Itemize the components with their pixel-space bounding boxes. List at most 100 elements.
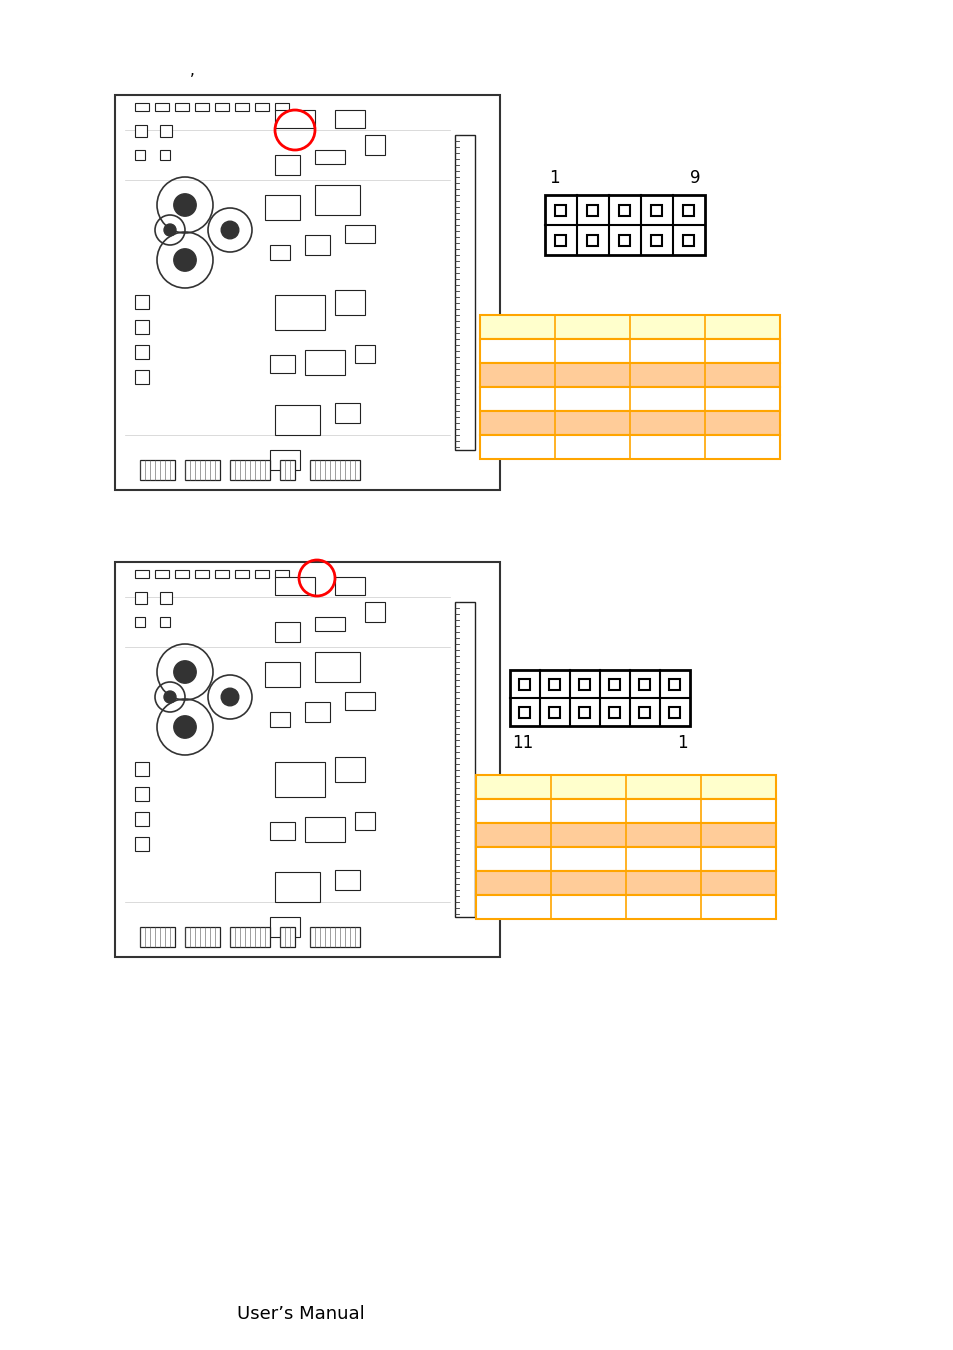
Bar bbox=[270, 711, 290, 728]
Circle shape bbox=[221, 688, 238, 706]
Bar bbox=[135, 570, 149, 578]
Bar bbox=[135, 811, 149, 826]
Bar bbox=[476, 775, 775, 799]
Bar bbox=[280, 927, 294, 946]
Bar bbox=[639, 679, 650, 690]
Bar bbox=[479, 435, 780, 459]
Bar bbox=[455, 602, 475, 917]
Circle shape bbox=[221, 221, 238, 239]
Bar bbox=[265, 662, 299, 687]
Bar bbox=[154, 103, 169, 111]
Bar bbox=[335, 576, 365, 595]
Bar bbox=[510, 670, 689, 726]
Bar bbox=[479, 387, 780, 410]
Bar bbox=[115, 562, 499, 957]
Bar bbox=[140, 460, 174, 481]
Bar bbox=[274, 761, 325, 796]
Bar bbox=[274, 103, 289, 111]
Bar bbox=[455, 135, 475, 450]
Bar bbox=[194, 103, 209, 111]
Text: User’s Manual: User’s Manual bbox=[236, 1305, 364, 1323]
Bar bbox=[314, 652, 359, 682]
Bar bbox=[365, 135, 385, 155]
Text: ,: , bbox=[190, 63, 194, 78]
Circle shape bbox=[173, 716, 196, 738]
Bar bbox=[254, 570, 269, 578]
Bar bbox=[345, 693, 375, 710]
Bar bbox=[314, 185, 359, 215]
Bar bbox=[519, 706, 530, 717]
Circle shape bbox=[164, 691, 175, 703]
Bar bbox=[476, 799, 775, 824]
Bar bbox=[609, 679, 619, 690]
Bar bbox=[305, 702, 330, 722]
Bar bbox=[135, 126, 147, 136]
Bar bbox=[476, 895, 775, 919]
Bar bbox=[270, 244, 290, 261]
Bar bbox=[305, 817, 345, 842]
Bar bbox=[274, 872, 319, 902]
Bar bbox=[476, 824, 775, 846]
Bar bbox=[274, 570, 289, 578]
Bar bbox=[115, 95, 499, 490]
Bar bbox=[270, 822, 294, 840]
Bar bbox=[335, 290, 365, 315]
Bar bbox=[135, 837, 149, 850]
Bar bbox=[174, 103, 189, 111]
Bar bbox=[160, 126, 172, 136]
Bar bbox=[345, 225, 375, 243]
Bar bbox=[230, 927, 270, 946]
Bar bbox=[476, 871, 775, 895]
Bar bbox=[135, 617, 145, 626]
Bar bbox=[479, 339, 780, 363]
Bar bbox=[135, 150, 145, 161]
Bar bbox=[682, 204, 694, 216]
Bar bbox=[544, 194, 704, 255]
Bar bbox=[479, 410, 780, 435]
Bar bbox=[194, 570, 209, 578]
Bar bbox=[270, 917, 299, 937]
Bar bbox=[578, 706, 590, 717]
Bar bbox=[274, 576, 314, 595]
Bar bbox=[135, 787, 149, 801]
Bar bbox=[519, 679, 530, 690]
Bar bbox=[160, 593, 172, 603]
Circle shape bbox=[164, 224, 175, 236]
Bar bbox=[335, 109, 365, 128]
Bar bbox=[578, 679, 590, 690]
Bar bbox=[355, 346, 375, 363]
Circle shape bbox=[173, 248, 196, 271]
Bar bbox=[160, 617, 170, 626]
Bar bbox=[314, 150, 345, 163]
Bar bbox=[476, 846, 775, 871]
Bar bbox=[335, 404, 359, 423]
Bar bbox=[479, 363, 780, 387]
Bar bbox=[310, 927, 359, 946]
Text: 11: 11 bbox=[512, 734, 533, 752]
Text: 9: 9 bbox=[690, 169, 700, 188]
Bar bbox=[609, 706, 619, 717]
Bar bbox=[274, 405, 319, 435]
Bar bbox=[270, 450, 299, 470]
Text: 1: 1 bbox=[677, 734, 687, 752]
Bar bbox=[135, 761, 149, 776]
Bar bbox=[214, 570, 229, 578]
Bar bbox=[135, 320, 149, 333]
Bar bbox=[234, 103, 249, 111]
Bar bbox=[214, 103, 229, 111]
Circle shape bbox=[173, 660, 196, 683]
Circle shape bbox=[173, 194, 196, 216]
Bar bbox=[185, 927, 220, 946]
Bar bbox=[135, 370, 149, 383]
Bar bbox=[274, 622, 299, 643]
Bar bbox=[154, 570, 169, 578]
Text: 1: 1 bbox=[548, 169, 559, 188]
Bar bbox=[555, 204, 566, 216]
Bar bbox=[335, 757, 365, 782]
Bar bbox=[274, 109, 314, 128]
Bar bbox=[280, 460, 294, 481]
Bar bbox=[314, 617, 345, 630]
Bar bbox=[305, 235, 330, 255]
Bar bbox=[682, 235, 694, 246]
Bar bbox=[618, 235, 630, 246]
